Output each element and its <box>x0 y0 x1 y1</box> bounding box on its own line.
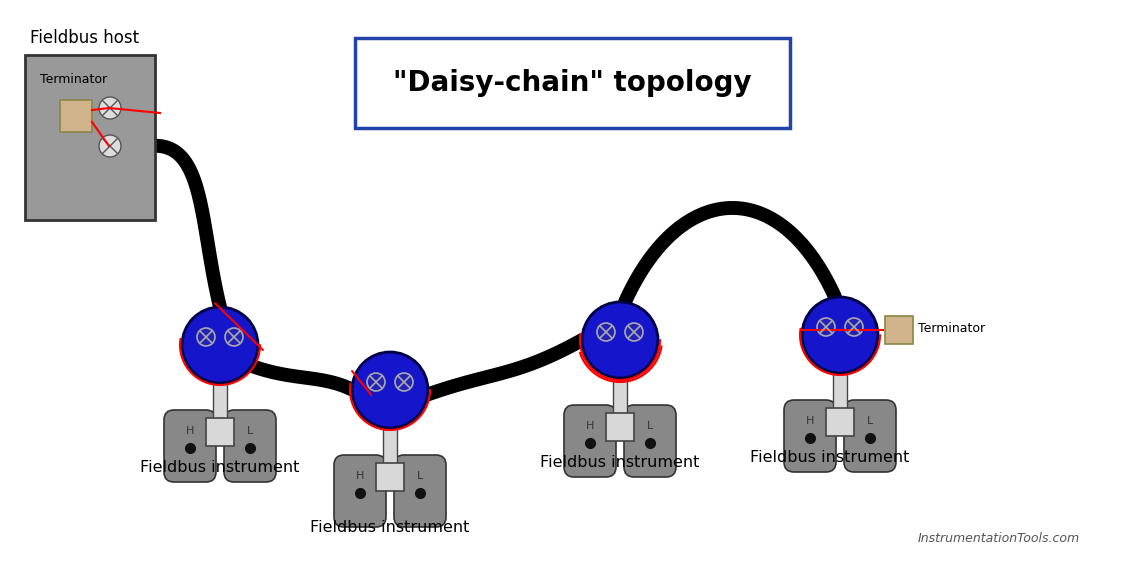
Circle shape <box>598 323 615 341</box>
FancyBboxPatch shape <box>224 410 276 482</box>
Bar <box>60 100 92 132</box>
Text: Fieldbus instrument: Fieldbus instrument <box>541 455 700 470</box>
Circle shape <box>99 135 122 157</box>
Circle shape <box>802 297 878 373</box>
FancyBboxPatch shape <box>624 405 676 477</box>
Bar <box>214 381 227 421</box>
Circle shape <box>197 328 215 346</box>
Bar <box>383 426 396 466</box>
Circle shape <box>225 328 243 346</box>
Bar <box>25 55 154 220</box>
Text: L: L <box>247 426 253 436</box>
FancyBboxPatch shape <box>334 455 386 527</box>
Circle shape <box>182 307 258 383</box>
Text: Fieldbus instrument: Fieldbus instrument <box>141 460 300 475</box>
Bar <box>826 408 854 436</box>
Bar <box>206 418 234 446</box>
Text: H: H <box>586 421 594 431</box>
Bar <box>376 463 404 491</box>
Text: InstrumentationTools.com: InstrumentationTools.com <box>918 532 1080 545</box>
Circle shape <box>625 323 643 341</box>
FancyBboxPatch shape <box>784 400 836 472</box>
FancyBboxPatch shape <box>844 400 896 472</box>
Text: H: H <box>805 416 815 426</box>
Text: Terminator: Terminator <box>40 73 107 86</box>
Circle shape <box>367 373 385 391</box>
Text: "Daisy-chain" topology: "Daisy-chain" topology <box>393 69 752 97</box>
Circle shape <box>395 373 414 391</box>
Text: Terminator: Terminator <box>918 322 985 335</box>
Bar <box>885 316 913 344</box>
Bar <box>613 376 627 416</box>
Circle shape <box>582 302 658 378</box>
FancyBboxPatch shape <box>164 410 216 482</box>
Text: Fieldbus instrument: Fieldbus instrument <box>310 520 469 535</box>
Text: H: H <box>356 471 365 481</box>
Circle shape <box>99 97 122 119</box>
Bar <box>354 38 790 128</box>
Circle shape <box>817 318 835 336</box>
Circle shape <box>352 352 428 428</box>
Text: L: L <box>646 421 653 431</box>
Circle shape <box>845 318 863 336</box>
Text: L: L <box>867 416 874 426</box>
Text: Fieldbus instrument: Fieldbus instrument <box>750 450 910 465</box>
Text: Fieldbus host: Fieldbus host <box>30 29 139 47</box>
Text: L: L <box>417 471 423 481</box>
Bar <box>833 371 847 411</box>
FancyBboxPatch shape <box>563 405 616 477</box>
Text: H: H <box>186 426 194 436</box>
Bar <box>605 413 634 441</box>
FancyBboxPatch shape <box>394 455 446 527</box>
